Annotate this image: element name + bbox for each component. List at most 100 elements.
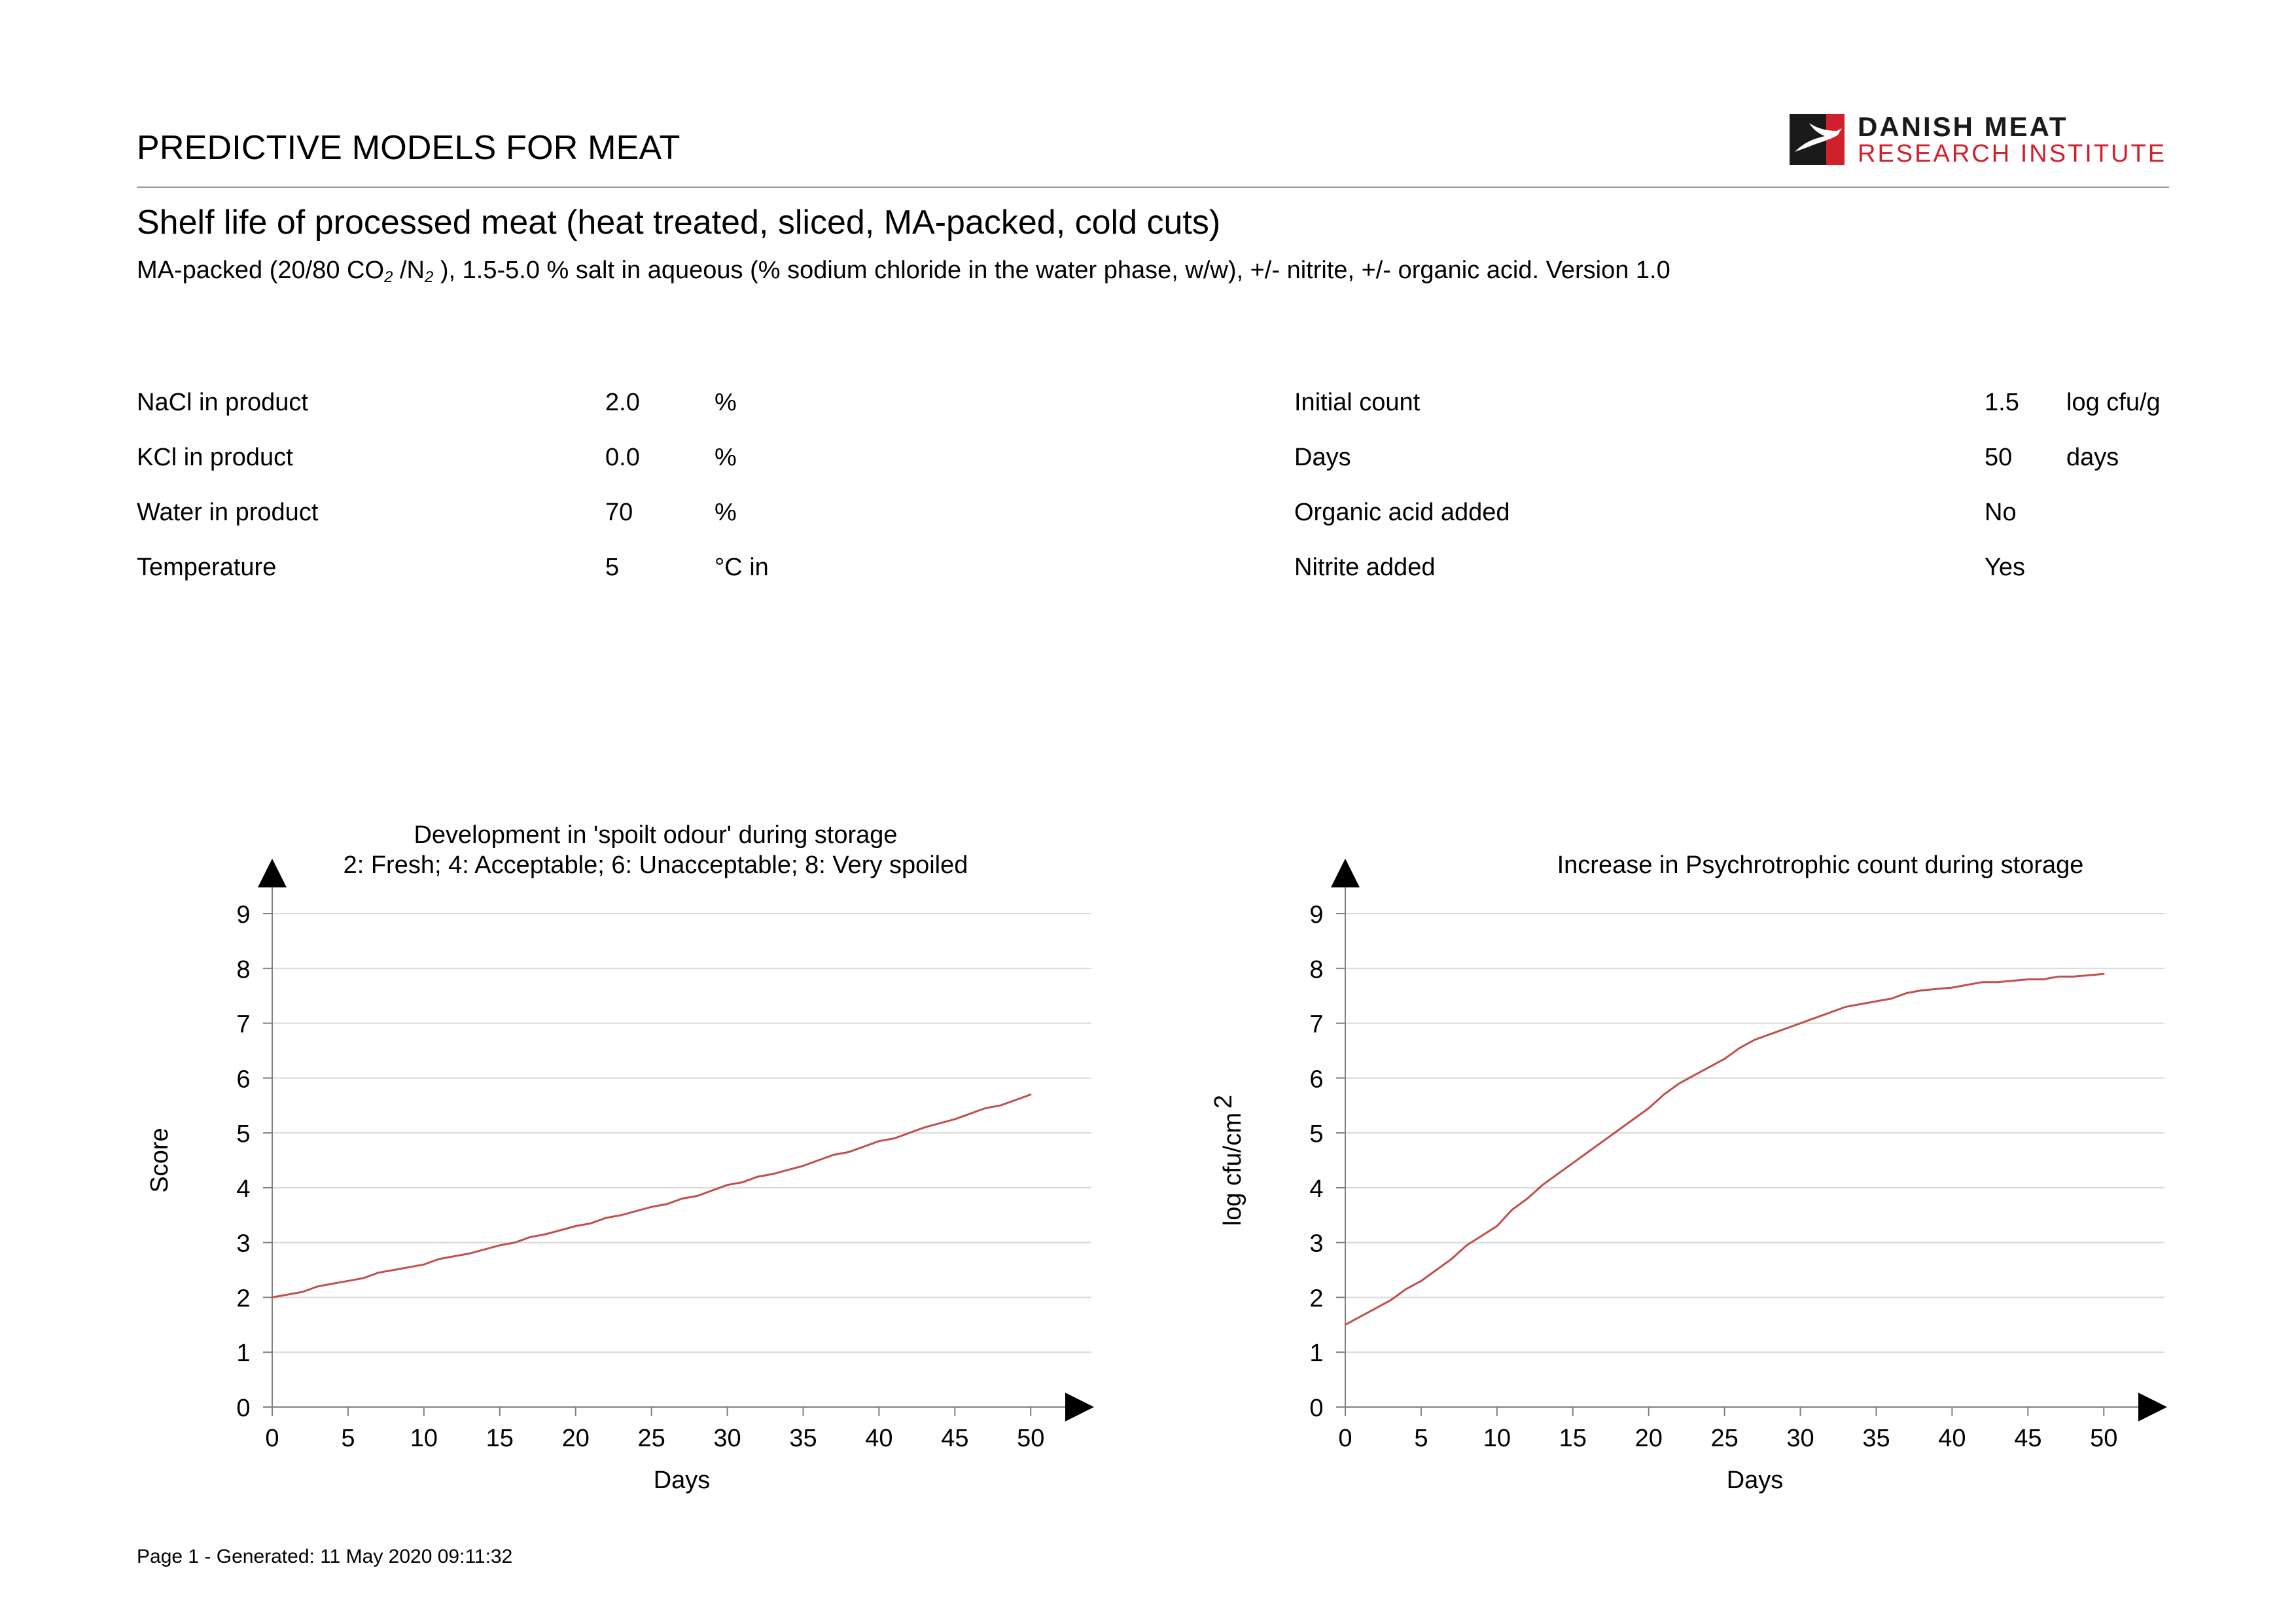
y-axis-label: Score <box>146 1128 173 1192</box>
param-unit: % <box>715 499 737 526</box>
description-part2: /N <box>393 257 425 284</box>
x-tick-label: 15 <box>1559 1425 1587 1452</box>
data-point <box>1739 1047 1740 1049</box>
data-point <box>1769 1033 1771 1035</box>
description-sub2: 2 <box>424 268 434 286</box>
data-point <box>574 1225 576 1227</box>
x-tick-label: 15 <box>486 1425 514 1452</box>
param-unit: % <box>715 444 737 471</box>
data-point <box>468 1253 470 1255</box>
data-point <box>1966 984 1968 986</box>
data-point <box>1996 981 1999 983</box>
param-unit: °C in <box>715 554 769 581</box>
data-point <box>271 1296 274 1298</box>
data-point <box>1723 1058 1725 1060</box>
param-value: No <box>1985 499 2017 526</box>
data-point <box>1920 990 1923 991</box>
data-point <box>1572 1162 1574 1164</box>
data-point <box>514 1241 516 1243</box>
data-point <box>1587 1151 1589 1153</box>
data-point <box>1951 986 1953 989</box>
y-tick-label: 2 <box>1309 1285 1323 1312</box>
param-label: NaCl in product <box>137 389 308 416</box>
y-tick-label: 8 <box>236 956 250 984</box>
x-tick-label: 25 <box>1710 1425 1738 1452</box>
param-label: KCl in product <box>137 444 293 471</box>
param-unit: days <box>2066 444 2119 471</box>
y-tick-label: 9 <box>236 901 250 929</box>
data-point <box>1390 1299 1392 1301</box>
data-point <box>680 1198 683 1200</box>
chart-title: Increase in Psychrotrophic count during … <box>1557 851 2084 879</box>
description-sub1: 2 <box>384 268 393 286</box>
x-tick-label: 25 <box>637 1425 665 1452</box>
x-tick-label: 20 <box>1635 1425 1663 1452</box>
data-point <box>378 1272 380 1274</box>
y-axis-arrow <box>258 859 287 887</box>
y-tick-label: 4 <box>236 1175 250 1203</box>
data-point <box>954 1118 956 1120</box>
param-value: 0.0 <box>605 444 640 471</box>
data-point <box>741 1181 743 1183</box>
data-point <box>544 1233 546 1236</box>
y-tick-label: 5 <box>1309 1120 1323 1148</box>
param-value: Yes <box>1985 554 2025 581</box>
param-label: Temperature <box>137 554 277 581</box>
data-point <box>438 1258 440 1260</box>
data-point <box>893 1137 895 1139</box>
y-tick-label: 7 <box>236 1011 250 1039</box>
data-point <box>650 1206 652 1208</box>
x-tick-label: 0 <box>265 1425 279 1452</box>
y-tick-label: 8 <box>1309 956 1323 984</box>
data-point <box>665 1203 667 1205</box>
chart-subtitle: 2: Fresh; 4: Acceptable; 6: Unacceptable… <box>344 851 968 879</box>
x-tick-label: 5 <box>1414 1425 1428 1452</box>
data-point <box>847 1151 850 1153</box>
x-tick-label: 35 <box>1862 1425 1890 1452</box>
param-unit: log cfu/g <box>2066 389 2161 416</box>
data-point <box>1511 1209 1513 1211</box>
data-point <box>817 1159 819 1162</box>
data-point <box>1344 1324 1347 1326</box>
data-point <box>2103 973 2105 975</box>
data-point <box>1405 1288 1407 1291</box>
param-value: 50 <box>1985 444 2013 471</box>
x-tick-label: 50 <box>2090 1425 2117 1452</box>
y-tick-label: 4 <box>1309 1175 1323 1203</box>
x-tick-label: 45 <box>941 1425 968 1452</box>
data-point <box>923 1126 926 1128</box>
data-point <box>1420 1280 1422 1282</box>
x-tick-label: 35 <box>789 1425 817 1452</box>
y-tick-label: 3 <box>1309 1230 1323 1258</box>
x-tick-label: 40 <box>1938 1425 1966 1452</box>
data-point <box>605 1217 607 1219</box>
y-tick-label: 1 <box>1309 1340 1323 1367</box>
data-point <box>1496 1225 1498 1227</box>
x-axis-arrow <box>1065 1393 1094 1421</box>
data-point <box>1602 1140 1604 1142</box>
y-tick-label: 2 <box>236 1285 250 1312</box>
y-tick-label: 1 <box>236 1340 250 1367</box>
x-tick-label: 20 <box>562 1425 590 1452</box>
chart-title: Development in 'spoilt odour' during sto… <box>414 821 897 849</box>
data-point <box>1663 1094 1665 1096</box>
data-point <box>771 1173 774 1175</box>
data-point <box>1875 1000 1877 1003</box>
data-point <box>620 1214 622 1216</box>
y-tick-label: 7 <box>1309 1011 1323 1039</box>
x-tick-label: 10 <box>410 1425 438 1452</box>
data-point <box>1375 1308 1377 1310</box>
x-tick-label: 5 <box>341 1425 355 1452</box>
x-tick-label: 10 <box>1483 1425 1511 1452</box>
param-unit: % <box>715 389 737 416</box>
data-point <box>1435 1269 1438 1271</box>
y-tick-label: 6 <box>1309 1065 1323 1093</box>
data-point <box>802 1165 804 1167</box>
param-value: 70 <box>605 499 633 526</box>
y-tick-label: 0 <box>236 1395 250 1422</box>
data-point <box>984 1107 986 1109</box>
y-axis-label-superscript: 2 <box>1210 1095 1237 1109</box>
data-point <box>590 1222 592 1224</box>
x-tick-label: 30 <box>713 1425 741 1452</box>
y-tick-label: 5 <box>236 1120 250 1148</box>
